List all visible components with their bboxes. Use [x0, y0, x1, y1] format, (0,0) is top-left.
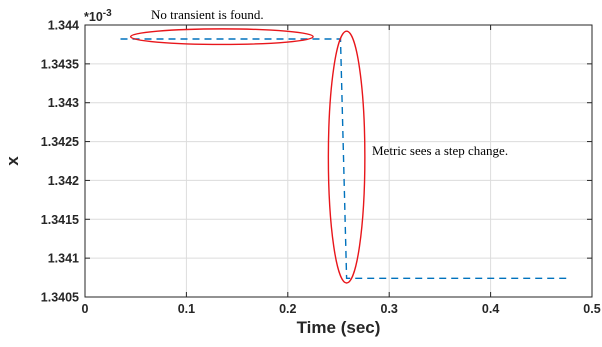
grid: [84, 24, 593, 298]
annotation-ellipse: [327, 30, 366, 284]
annotation-text: Metric sees a step change.: [372, 143, 508, 158]
annotation-ellipse: [129, 28, 314, 46]
y-tick-label: 1.344: [48, 19, 79, 33]
x-tick-label: 0.5: [583, 302, 600, 316]
annotations: No transient is found. Metric sees a step…: [129, 7, 508, 284]
x-tick-label: 0.1: [178, 302, 195, 316]
y-tick-label: 1.3435: [41, 57, 79, 71]
y-tick-label: 1.3425: [41, 135, 79, 149]
x-tick-label: 0.3: [381, 302, 398, 316]
y-tick-label: 1.3415: [41, 213, 79, 227]
x-tick-label: 0.4: [482, 302, 499, 316]
y-tick-label: 1.341: [48, 252, 79, 266]
y-tick-label: 1.342: [48, 174, 79, 188]
series-line: [120, 38, 567, 279]
y-exponent-base: *10: [84, 10, 103, 24]
x-tick-label: 0.2: [279, 302, 296, 316]
x-tick-label: 0: [82, 302, 89, 316]
y-axis-exponent: *10-3: [84, 8, 112, 24]
y-tick-label: 1.343: [48, 96, 79, 110]
y-exponent-power: -3: [103, 8, 112, 19]
series: [120, 38, 567, 279]
axis-ticks: 0 0.1 0.2 0.3 0.4 0.5 1.3405 1.341 1.3415 1.342 1.…: [41, 19, 601, 317]
y-tick-label: 1.3405: [41, 291, 79, 305]
y-axis-label: x: [3, 156, 22, 166]
annotation-text: No transient is found.: [151, 7, 264, 22]
x-axis-label: Time (sec): [297, 318, 381, 337]
plot-frame: [84, 24, 593, 298]
